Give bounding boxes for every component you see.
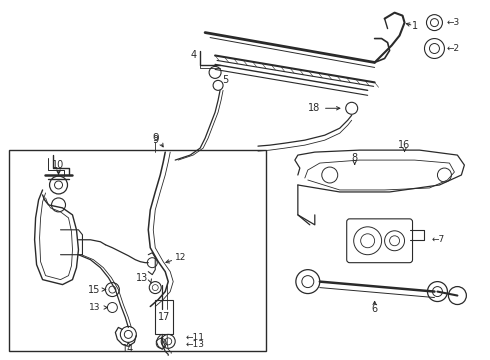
Text: 4: 4 xyxy=(190,50,196,60)
Text: 5: 5 xyxy=(222,75,228,85)
Text: ←2: ←2 xyxy=(446,44,460,53)
Text: 1: 1 xyxy=(413,21,418,31)
Text: 9: 9 xyxy=(152,133,159,143)
Bar xyxy=(155,300,173,334)
Text: 15: 15 xyxy=(88,284,100,294)
Text: ←3: ←3 xyxy=(446,18,460,27)
Bar xyxy=(9,150,266,351)
Text: 12: 12 xyxy=(175,253,187,262)
Text: 16: 16 xyxy=(398,140,411,150)
Text: 13: 13 xyxy=(136,273,148,283)
Text: 18: 18 xyxy=(308,103,320,113)
Text: 14: 14 xyxy=(122,345,134,354)
Text: ←7: ←7 xyxy=(432,235,445,244)
Text: 10: 10 xyxy=(52,160,65,170)
Text: 8: 8 xyxy=(352,153,358,163)
Text: 6: 6 xyxy=(371,305,378,315)
Text: 9: 9 xyxy=(152,135,158,145)
Text: 13: 13 xyxy=(89,303,100,312)
Text: 17: 17 xyxy=(158,312,171,323)
Text: ←11: ←11 xyxy=(185,333,204,342)
Text: ←13: ←13 xyxy=(185,340,204,349)
